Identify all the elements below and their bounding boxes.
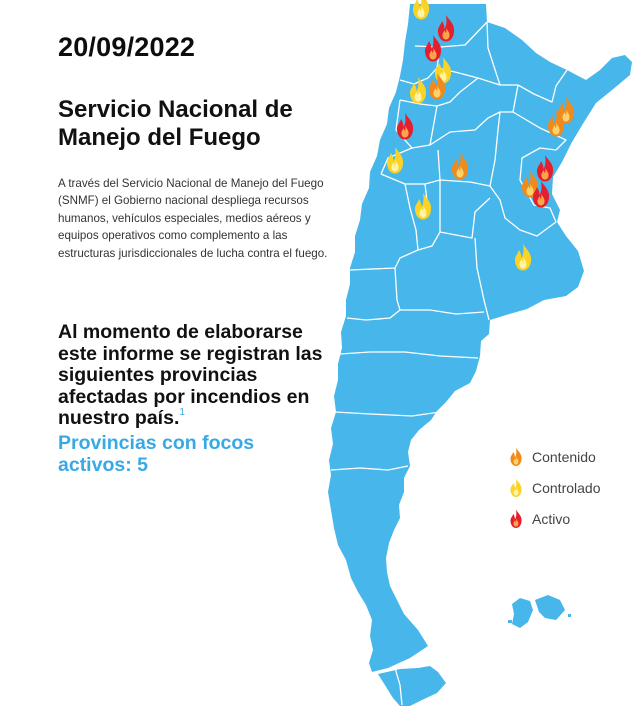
legend-item-controlado: Controlado (508, 477, 601, 499)
active-provinces-count: Provincias con focos activos: 5 (58, 432, 328, 476)
legend-item-activo: Activo (508, 508, 601, 530)
active-line-1: Provincias con focos (58, 432, 255, 454)
intro-paragraph: A través del Servicio Nacional de Manejo… (58, 177, 328, 260)
legend-label: Contenido (532, 449, 596, 465)
legend-item-contenido: Contenido (508, 446, 601, 468)
report-headline: Al momento de elaborarse este informe se… (58, 321, 338, 430)
mainland (328, 4, 632, 672)
legend-label: Activo (532, 511, 571, 527)
malvinas-islands (508, 595, 571, 628)
active-line-2: activos: 5 (58, 453, 148, 476)
flame-icon (510, 478, 522, 497)
footnote-marker: 1 (179, 407, 185, 418)
title-line-1: Servicio Nacional de (58, 96, 293, 123)
report-date: 20/09/2022 (58, 32, 196, 62)
page-title: Servicio Nacional de Manejo del Fuego (58, 96, 358, 152)
province-borders (330, 21, 568, 706)
legend-label: Controlado (532, 480, 601, 496)
map-legend: Contenido Controlado Activo (508, 446, 601, 539)
title-line-2: Manejo del Fuego (58, 124, 261, 151)
flame-icon (510, 509, 522, 528)
flame-icon (510, 447, 522, 466)
tierra-del-fuego (378, 666, 446, 706)
headline-text: Al momento de elaborarse este informe se… (58, 321, 323, 429)
country-shape (328, 4, 632, 706)
